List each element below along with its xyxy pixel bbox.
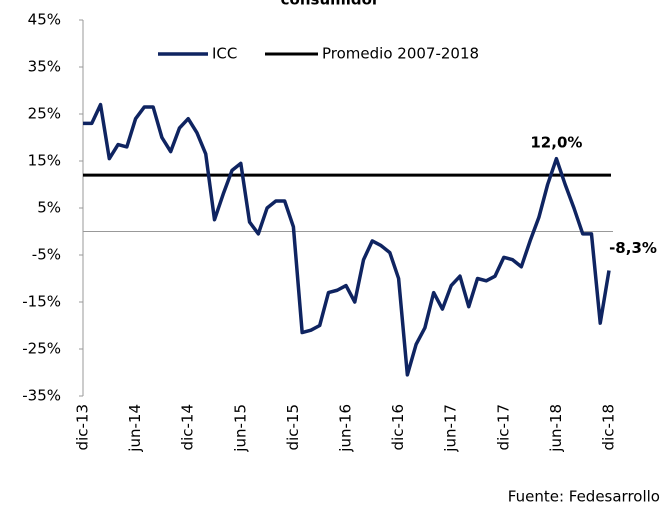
y-tick-label: -15% — [22, 293, 61, 311]
source: Fuente: Fedesarrollo — [508, 488, 660, 506]
reference-label: 12,0% — [530, 134, 582, 152]
y-tick-label: 15% — [28, 152, 61, 170]
series-line — [83, 102, 611, 377]
x-tick-label: dic-16 — [389, 404, 407, 450]
y-tick-label: -35% — [22, 387, 61, 405]
x-tick-label: jun-18 — [547, 404, 565, 453]
x-tick-label: jun-16 — [337, 404, 355, 453]
x-tick-label: dic-14 — [179, 404, 197, 450]
y-tick-label: 35% — [28, 58, 61, 76]
legend-label: Promedio 2007-2018 — [322, 45, 479, 63]
legend-label: ICC — [212, 45, 237, 63]
y-tick-label: 5% — [37, 199, 61, 217]
x-tick-label: dic-17 — [494, 404, 512, 450]
x-tick-label: dic-15 — [284, 404, 302, 450]
x-tick-label: jun-17 — [442, 404, 460, 453]
x-tick-label: jun-14 — [126, 404, 144, 453]
x-tick-label: jun-15 — [231, 404, 249, 453]
y-tick-label: 45% — [28, 11, 61, 29]
y-tick-label: -5% — [32, 246, 61, 264]
y-tick-label: 25% — [28, 105, 61, 123]
x-tick-label: dic-18 — [600, 404, 618, 450]
y-tick-label: -25% — [22, 340, 61, 358]
data-label: -8,3% — [609, 239, 657, 257]
chart-title: consumidor — [281, 0, 380, 9]
x-tick-label: dic-13 — [74, 404, 92, 450]
